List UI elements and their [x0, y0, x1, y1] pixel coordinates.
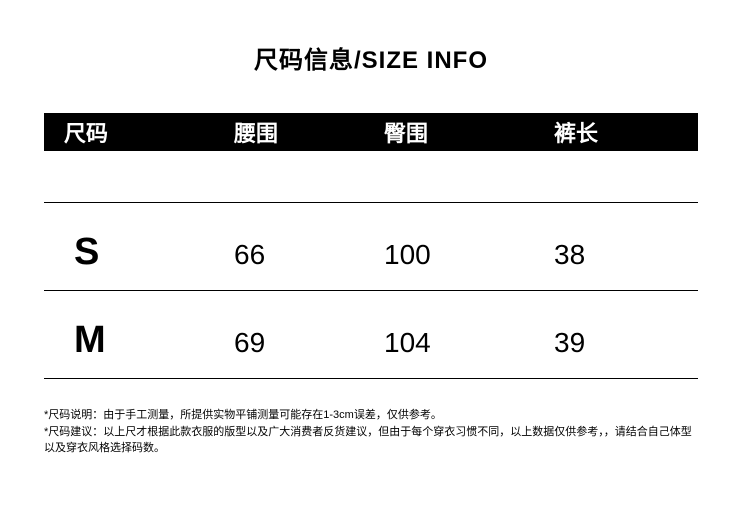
note-line: *尺码说明：由于手工测量，所提供实物平铺测量可能存在1-3cm误差，仅供参考。 [44, 407, 698, 424]
size-cell: S [44, 231, 234, 274]
header-waist: 腰围 [234, 116, 384, 148]
table-row: S 66 100 38 [44, 203, 698, 291]
size-notes: *尺码说明：由于手工测量，所提供实物平铺测量可能存在1-3cm误差，仅供参考。 … [44, 407, 698, 457]
hip-cell: 100 [384, 239, 554, 271]
length-cell: 38 [554, 239, 698, 271]
size-table: 尺码 腰围 臀围 裤长 S 66 100 38 M 69 104 39 [44, 113, 698, 379]
header-size: 尺码 [44, 116, 234, 148]
size-cell: M [44, 319, 234, 362]
waist-cell: 69 [234, 327, 384, 359]
length-cell: 39 [554, 327, 698, 359]
page-title: 尺码信息/SIZE INFO [44, 40, 698, 75]
header-hip: 臀围 [384, 116, 554, 148]
spacer-row [44, 151, 698, 203]
size-info-container: 尺码信息/SIZE INFO 尺码 腰围 臀围 裤长 S 66 100 38 M… [0, 0, 742, 508]
waist-cell: 66 [234, 239, 384, 271]
hip-cell: 104 [384, 327, 554, 359]
header-length: 裤长 [554, 116, 698, 148]
table-header-row: 尺码 腰围 臀围 裤长 [44, 113, 698, 151]
note-line: *尺码建议：以上尺才根据此款衣服的版型以及广大消费者反货建议，但由于每个穿衣习惯… [44, 424, 698, 457]
table-row: M 69 104 39 [44, 291, 698, 379]
